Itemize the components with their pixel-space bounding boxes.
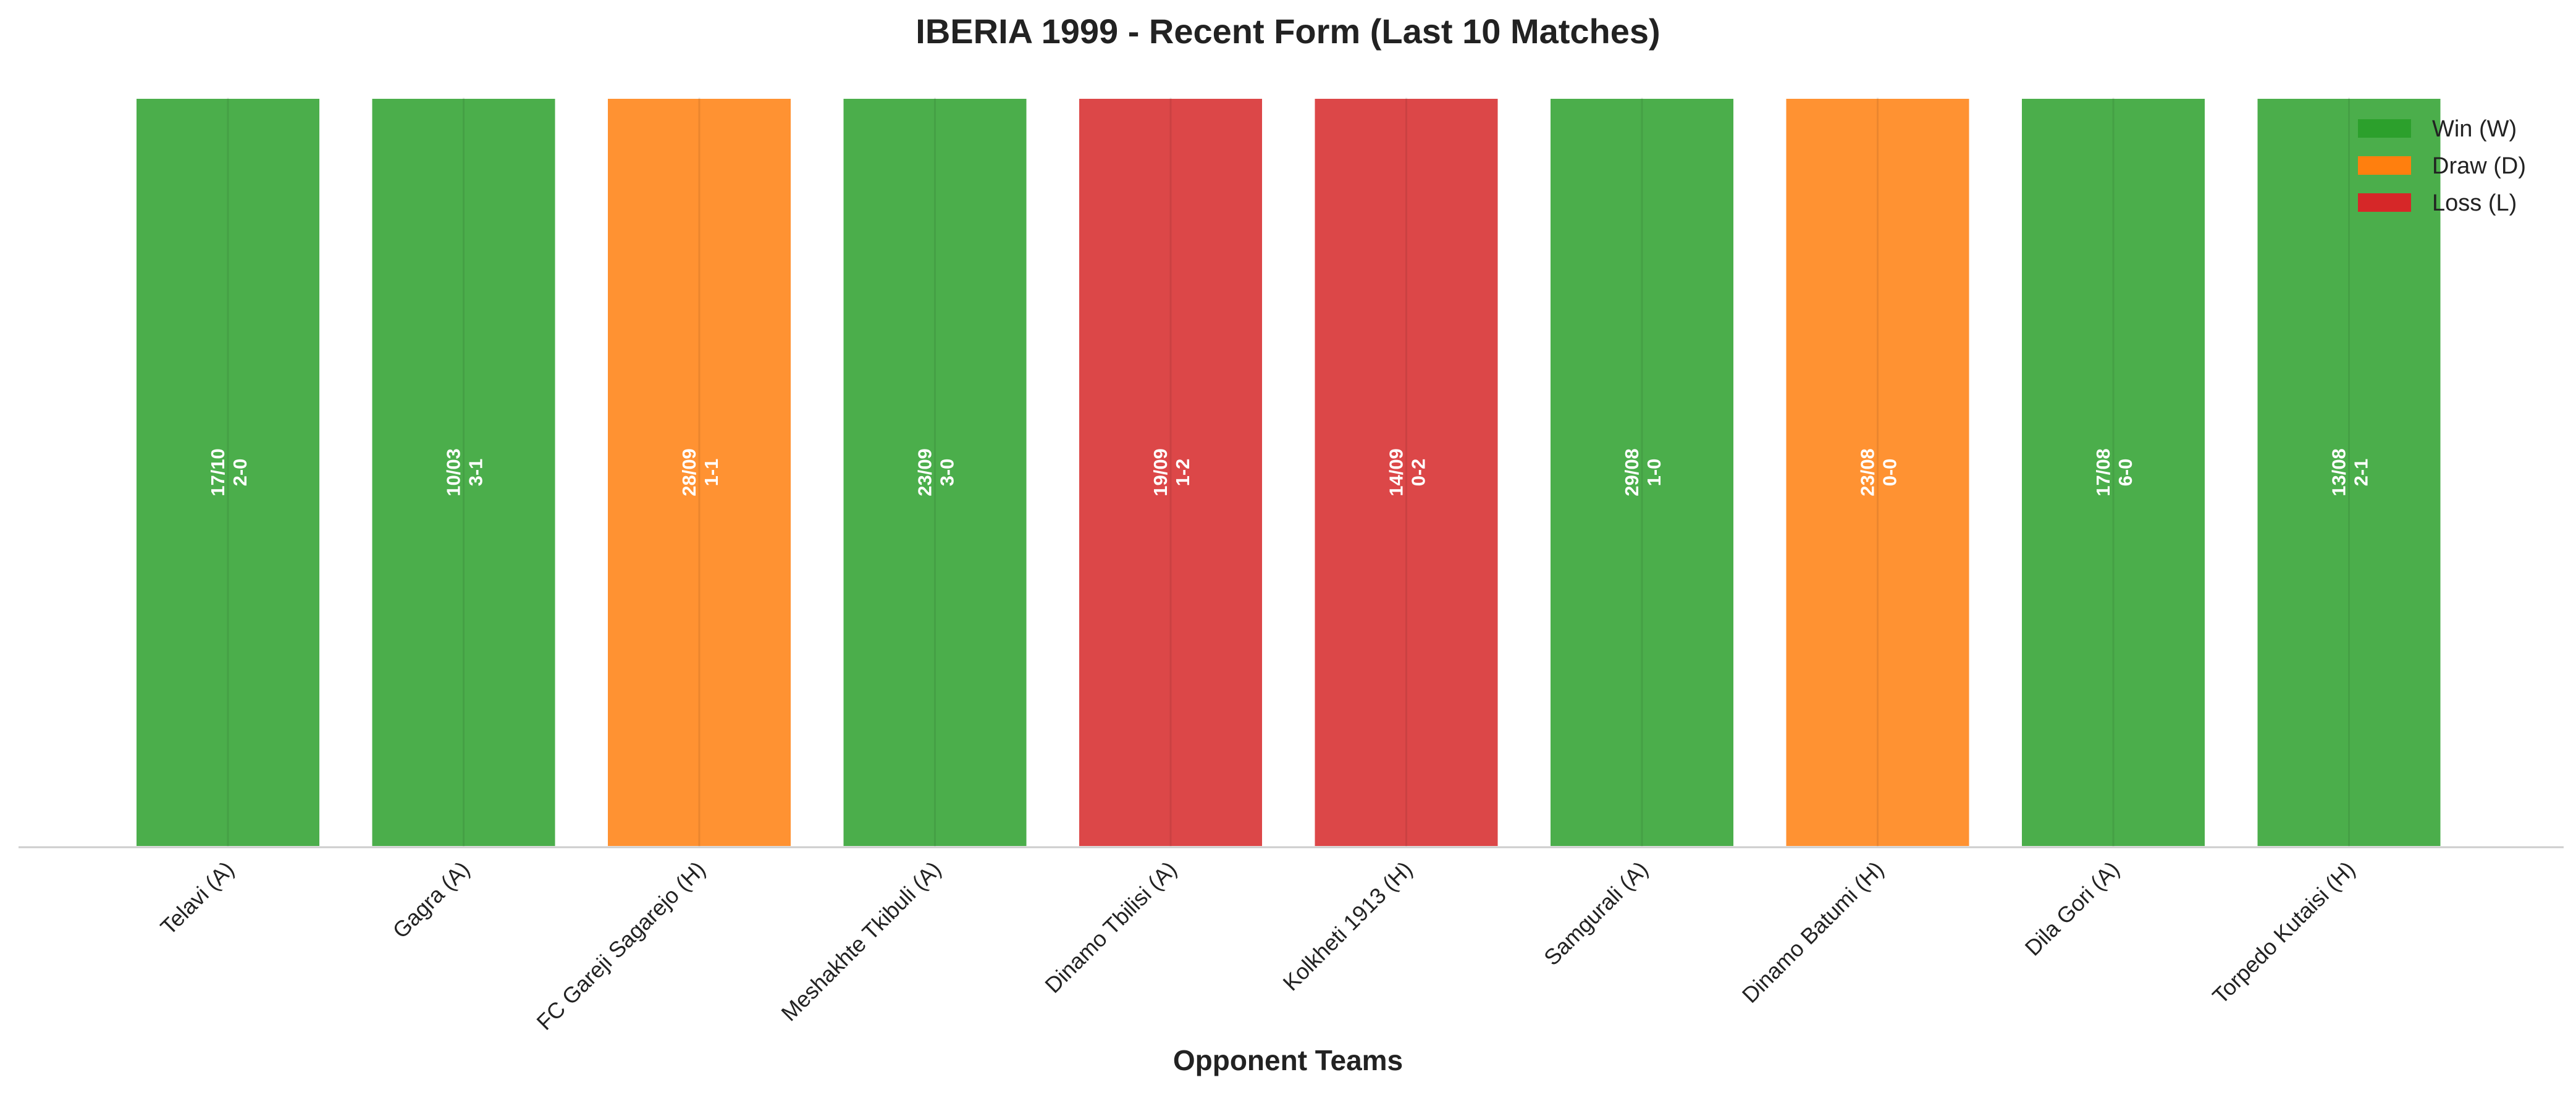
x-tick-dinamo-batumi-h: Dinamo Batumi (H) xyxy=(1737,856,1888,1008)
x-tick-meshakhte-tkibuli-a: Meshakhte Tkibuli (A) xyxy=(776,856,946,1026)
match-date: 17/10 xyxy=(207,448,229,496)
match-date: 17/08 xyxy=(2092,448,2114,496)
x-tick-fc-gareji-sagarejo-h: FC Gareji Sagarejo (H) xyxy=(531,856,710,1035)
bar-label-gagra-a: 10/033-1 xyxy=(443,448,487,496)
bar-label-meshakhte-tkibuli-a: 23/093-0 xyxy=(914,448,958,496)
bar-label-dila-gori-a: 17/086-0 xyxy=(2092,448,2136,496)
match-score: 2-0 xyxy=(229,459,251,487)
legend-swatch-w xyxy=(2358,119,2411,138)
match-date: 10/03 xyxy=(443,448,465,496)
match-score: 3-0 xyxy=(937,459,958,487)
x-tick-telavi-a: Telavi (A) xyxy=(156,856,239,940)
bar-fc-gareji-sagarejo-h xyxy=(605,96,793,848)
match-date: 19/09 xyxy=(1150,448,1171,496)
bar-label-dinamo-tbilisi-a: 19/091-2 xyxy=(1150,448,1193,496)
x-tick-samgurali-a: Samgurali (A) xyxy=(1539,856,1653,971)
bar-label-samgurali-a: 29/081-0 xyxy=(1621,448,1665,496)
bar-label-kolkheti-1913-h: 14/090-2 xyxy=(1386,448,1429,496)
match-date: 29/08 xyxy=(1621,448,1643,496)
bar-label-telavi-a: 17/102-0 xyxy=(207,448,251,496)
legend-swatch-d xyxy=(2358,156,2411,175)
legend-label-d: Draw (D) xyxy=(2432,153,2526,179)
bar-gagra-a xyxy=(369,96,558,848)
match-date: 23/09 xyxy=(914,448,936,496)
legend-swatch-l xyxy=(2358,193,2411,212)
x-tick-dila-gori-a: Dila Gori (A) xyxy=(2020,856,2124,961)
match-score: 6-0 xyxy=(2115,459,2136,487)
bar-label-torpedo-kutaisi-h: 13/082-1 xyxy=(2328,448,2372,496)
x-tick-torpedo-kutaisi-h: Torpedo Kutaisi (H) xyxy=(2207,856,2360,1009)
bars-group: 17/102-0 10/033-1 28/091-1 23/093-0 19/091-2… xyxy=(134,96,2443,848)
legend: Win (W) Draw (D) Loss (L) xyxy=(2358,116,2526,216)
x-axis-label: Opponent Teams xyxy=(1173,1044,1403,1076)
bar-telavi-a xyxy=(134,96,322,848)
bar-kolkheti-1913-h xyxy=(1312,96,1501,848)
match-score: 2-1 xyxy=(2351,459,2372,487)
bar-dinamo-tbilisi-a xyxy=(1077,96,1265,848)
bar-torpedo-kutaisi-h xyxy=(2255,96,2443,848)
match-date: 13/08 xyxy=(2328,448,2350,496)
x-tick-kolkheti-1913-h: Kolkheti 1913 (H) xyxy=(1277,856,1417,996)
match-score: 0-0 xyxy=(1879,459,1901,487)
match-score: 3-1 xyxy=(465,459,487,487)
x-tick-gagra-a: Gagra (A) xyxy=(387,856,474,944)
bar-samgurali-a xyxy=(1548,96,1736,848)
match-score: 1-1 xyxy=(701,459,722,487)
legend-label-w: Win (W) xyxy=(2432,116,2517,142)
match-score: 1-0 xyxy=(1643,459,1665,487)
match-date: 23/08 xyxy=(1857,448,1879,496)
chart-title: IBERIA 1999 - Recent Form (Last 10 Match… xyxy=(915,12,1660,51)
match-date: 14/09 xyxy=(1386,448,1407,496)
legend-label-l: Loss (L) xyxy=(2432,190,2517,216)
match-date: 28/09 xyxy=(678,448,700,496)
bar-meshakhte-tkibuli-a xyxy=(841,96,1029,848)
match-score: 0-2 xyxy=(1408,459,1429,487)
bar-label-dinamo-batumi-h: 23/080-0 xyxy=(1857,448,1901,496)
match-score: 1-2 xyxy=(1172,459,1193,487)
x-tick-dinamo-tbilisi-a: Dinamo Tbilisi (A) xyxy=(1040,856,1181,998)
bar-label-fc-gareji-sagarejo-h: 28/091-1 xyxy=(678,448,722,496)
x-tick-labels: Telavi (A) Gagra (A) FC Gareji Sagarejo (H… xyxy=(156,856,2360,1035)
